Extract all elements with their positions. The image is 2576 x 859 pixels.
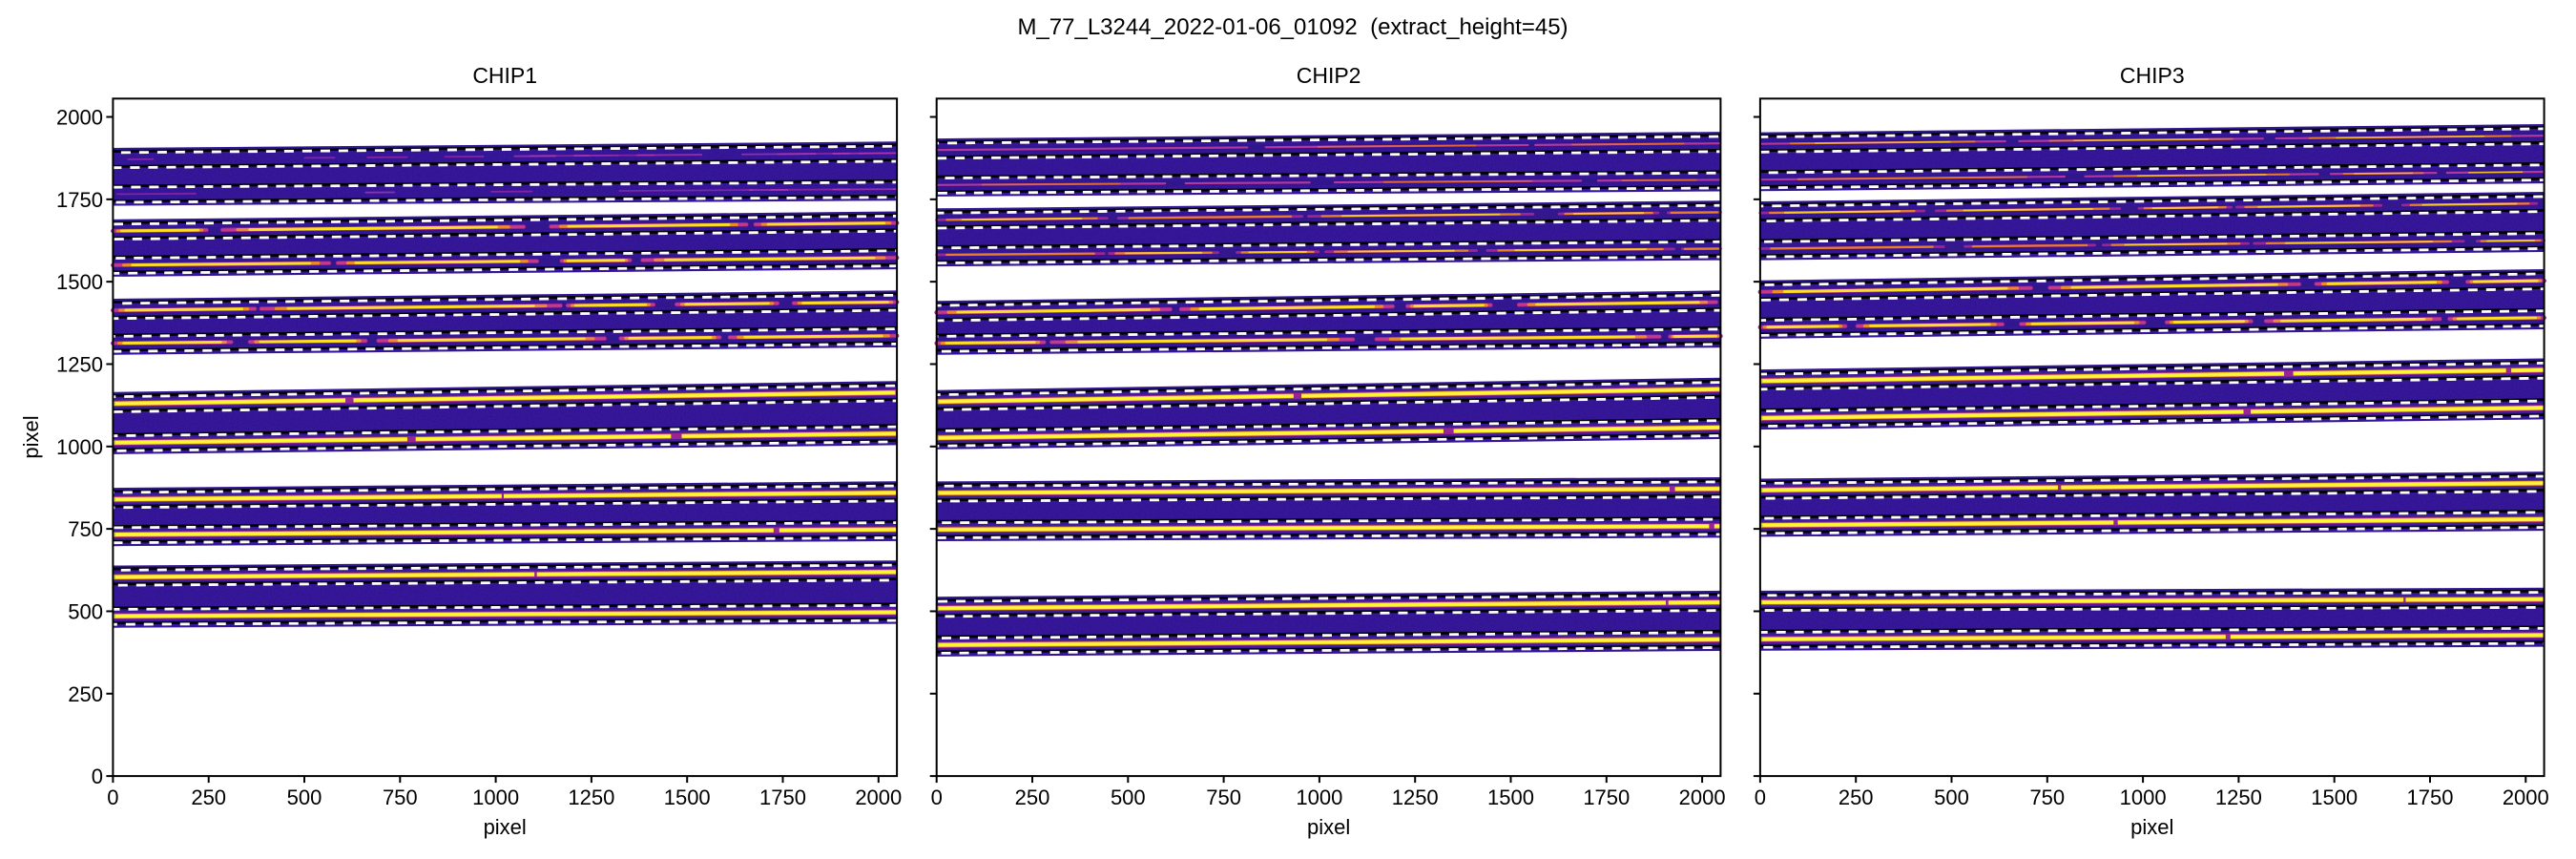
svg-text:250: 250 [68, 682, 103, 706]
svg-text:250: 250 [191, 786, 226, 809]
svg-text:1500: 1500 [2311, 786, 2358, 809]
svg-text:CHIP1: CHIP1 [472, 63, 537, 88]
svg-text:1250: 1250 [1392, 786, 1439, 809]
svg-text:CHIP2: CHIP2 [1297, 63, 1361, 88]
svg-text:2000: 2000 [56, 106, 103, 130]
svg-text:1500: 1500 [1487, 786, 1534, 809]
svg-text:500: 500 [68, 599, 103, 623]
svg-text:1250: 1250 [568, 786, 614, 809]
svg-text:2000: 2000 [855, 786, 902, 809]
svg-text:1000: 1000 [1296, 786, 1342, 809]
svg-text:CHIP3: CHIP3 [2120, 63, 2185, 88]
svg-text:1500: 1500 [56, 270, 103, 294]
svg-text:2000: 2000 [2503, 786, 2549, 809]
svg-text:1000: 1000 [472, 786, 519, 809]
svg-text:0: 0 [931, 786, 943, 809]
svg-text:0: 0 [92, 765, 103, 788]
svg-text:750: 750 [1206, 786, 1241, 809]
svg-text:1000: 1000 [56, 435, 103, 459]
svg-text:M_77_L3244_2022-01-06_01092 (: M_77_L3244_2022-01-06_01092 (extract_hei… [1017, 14, 1568, 40]
svg-text:750: 750 [68, 517, 103, 541]
svg-text:0: 0 [1755, 786, 1766, 809]
svg-text:1250: 1250 [56, 352, 103, 376]
svg-text:500: 500 [287, 786, 322, 809]
svg-text:pixel: pixel [2130, 815, 2173, 839]
svg-text:1000: 1000 [2120, 786, 2167, 809]
svg-text:2000: 2000 [1679, 786, 1726, 809]
svg-text:1750: 1750 [2407, 786, 2454, 809]
svg-text:750: 750 [2029, 786, 2065, 809]
svg-text:pixel: pixel [484, 815, 527, 839]
svg-text:0: 0 [107, 786, 118, 809]
svg-text:500: 500 [1934, 786, 1969, 809]
svg-text:pixel: pixel [1307, 815, 1350, 839]
svg-text:750: 750 [383, 786, 418, 809]
svg-text:1750: 1750 [1583, 786, 1630, 809]
svg-text:500: 500 [1111, 786, 1146, 809]
svg-text:1750: 1750 [759, 786, 806, 809]
svg-text:250: 250 [1839, 786, 1874, 809]
svg-text:250: 250 [1015, 786, 1050, 809]
svg-text:1750: 1750 [56, 188, 103, 212]
svg-text:1500: 1500 [664, 786, 711, 809]
svg-text:1250: 1250 [2215, 786, 2262, 809]
svg-text:pixel: pixel [19, 415, 43, 458]
